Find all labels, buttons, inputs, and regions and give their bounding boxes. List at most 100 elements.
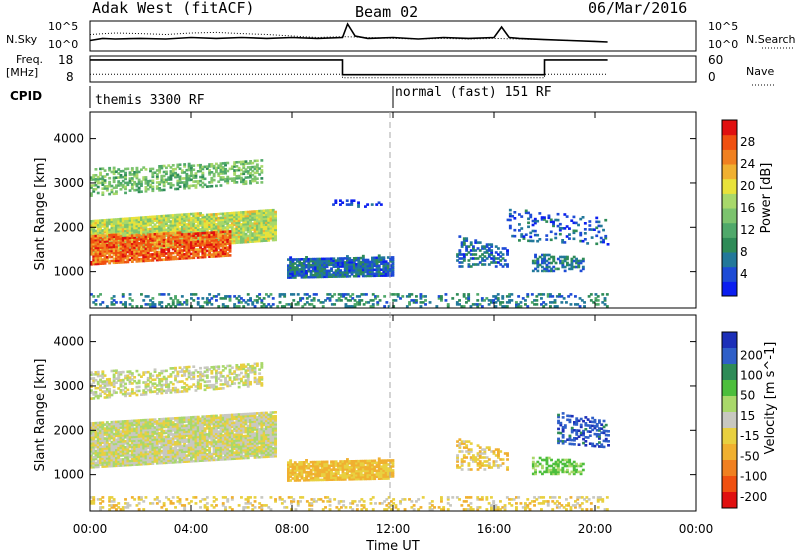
heatmap-cell (314, 263, 318, 267)
heatmap-cell (271, 224, 275, 228)
heatmap-cell (194, 226, 198, 229)
heatmap-cell (149, 235, 152, 238)
heatmap-cell (94, 445, 98, 449)
heatmap-cell (130, 250, 134, 253)
heatmap-cell (112, 385, 116, 389)
heatmap-cell (255, 222, 259, 225)
heatmap-cell (115, 440, 118, 444)
heatmap-cell (490, 301, 493, 304)
heatmap-cell (183, 370, 187, 373)
heatmap-cell (455, 301, 459, 304)
heatmap-cell (520, 215, 524, 218)
heatmap-cell (391, 274, 395, 277)
heatmap-cell (499, 255, 503, 258)
heatmap-cell (165, 220, 168, 224)
heatmap-cell (174, 235, 177, 239)
heatmap-cell (226, 242, 230, 245)
heatmap-cell (167, 383, 171, 386)
heatmap-cell (149, 372, 152, 376)
heatmap-cell (155, 422, 159, 425)
heatmap-cell (240, 241, 243, 244)
heatmap-cell (311, 269, 315, 273)
heatmap-cell (92, 433, 96, 437)
heatmap-cell (258, 167, 262, 170)
heatmap-cell (240, 239, 243, 242)
heatmap-cell (543, 218, 546, 221)
heatmap-cell (506, 218, 510, 222)
heatmap-cell (274, 236, 277, 240)
heatmap-cell (255, 364, 259, 367)
heatmap-cell (517, 303, 521, 306)
heatmap-cell (135, 230, 139, 234)
heatmap-cell (119, 239, 123, 242)
heatmap-cell (155, 244, 159, 248)
heatmap-cell (196, 248, 200, 251)
heatmap-cell (237, 367, 241, 371)
heatmap-cell (228, 242, 232, 245)
heatmap-cell (334, 273, 338, 276)
heatmap-cell (124, 463, 127, 467)
heatmap-cell (140, 180, 143, 183)
heatmap-cell (357, 270, 361, 274)
heatmap-cell (101, 374, 105, 377)
heatmap-cell (99, 246, 102, 249)
heatmap-cell (101, 231, 105, 234)
heatmap-cell (121, 247, 125, 250)
heatmap-cell (228, 214, 232, 217)
heatmap-cell (124, 246, 127, 250)
heatmap-cell (160, 417, 164, 421)
heatmap-cell (312, 297, 316, 300)
heatmap-cell (124, 450, 127, 453)
heatmap-cell (183, 243, 187, 246)
heatmap-cell (110, 450, 114, 454)
heatmap-cell (440, 295, 443, 298)
heatmap-cell (508, 224, 512, 228)
heatmap-cell (124, 456, 127, 459)
heatmap-cell (541, 253, 544, 257)
heatmap-cell (130, 419, 134, 423)
heatmap-cell (133, 431, 137, 435)
heatmap-cell (334, 271, 338, 274)
heatmap-cell (253, 234, 257, 237)
heatmap-cell (124, 374, 127, 378)
heatmap-cell (590, 228, 594, 231)
heatmap-cell (201, 231, 205, 235)
heatmap-cell (382, 268, 386, 271)
heatmap-cell (119, 182, 123, 185)
heatmap-cell (94, 174, 98, 177)
heatmap-cell (99, 250, 102, 253)
heatmap-cell (228, 368, 232, 372)
heatmap-cell (481, 257, 484, 260)
heatmap-cell (158, 384, 162, 387)
heatmap-cell (358, 295, 362, 298)
heatmap-cell (178, 181, 182, 184)
heatmap-cell (140, 463, 143, 466)
heatmap-cell (196, 164, 200, 167)
heatmap-cell (119, 170, 123, 173)
heatmap-cell (215, 249, 218, 252)
heatmap-cell (340, 293, 343, 296)
heatmap-cell (158, 434, 162, 437)
heatmap-cell (490, 243, 494, 246)
heatmap-cell (117, 233, 121, 236)
heatmap-cell (244, 162, 248, 165)
heatmap-cell (543, 267, 547, 271)
heatmap-cell (219, 178, 223, 181)
heatmap-cell (90, 397, 93, 400)
heatmap-cell (563, 257, 567, 261)
heatmap-cell (130, 421, 134, 425)
heatmap-cell (360, 299, 364, 302)
heatmap-cell (117, 230, 121, 233)
heatmap-cell (158, 378, 162, 381)
heatmap-cell (187, 365, 191, 369)
heatmap-cell (137, 170, 141, 174)
heatmap-cell (124, 390, 127, 394)
heatmap-cell (255, 228, 259, 231)
heatmap-cell (167, 258, 171, 261)
heatmap-cell (146, 247, 150, 250)
heatmap-cell (208, 219, 212, 222)
heatmap-cell (235, 177, 239, 180)
heatmap-cell (192, 377, 196, 380)
heatmap-cell (394, 293, 398, 296)
heatmap-cell (190, 236, 193, 240)
